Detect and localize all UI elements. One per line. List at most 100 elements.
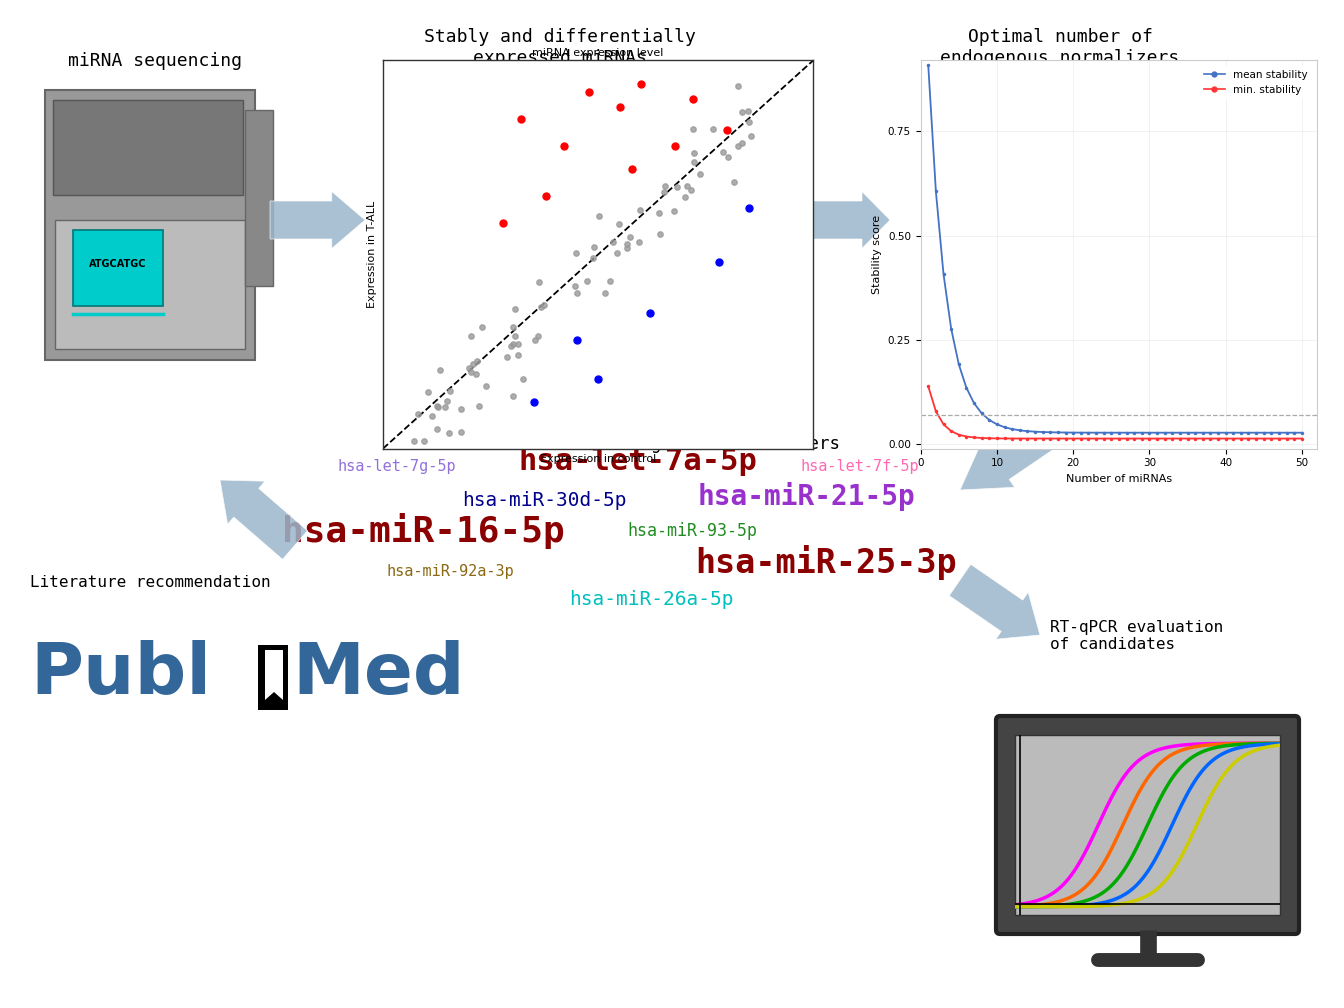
min. stability <box>1241 432 1257 445</box>
mean stability <box>973 407 989 419</box>
mean stability <box>1180 426 1196 438</box>
mean stability <box>1187 426 1203 438</box>
Point <box>731 135 753 151</box>
Point <box>468 398 489 414</box>
min. stability <box>1118 432 1134 445</box>
min. stability <box>1210 432 1226 445</box>
mean stability <box>1218 426 1234 438</box>
Point <box>421 408 442 424</box>
Text: hsa-miR-92a-3p: hsa-miR-92a-3p <box>386 564 515 579</box>
Text: hsa-miR-30d-5p: hsa-miR-30d-5p <box>462 492 626 510</box>
min. stability <box>1157 432 1173 445</box>
mean stability <box>935 268 952 280</box>
min. stability <box>1103 432 1120 445</box>
min. stability <box>1218 432 1234 445</box>
Polygon shape <box>220 480 308 559</box>
FancyBboxPatch shape <box>258 645 288 710</box>
mean stability <box>1278 426 1294 438</box>
min. stability <box>1027 432 1043 445</box>
Point <box>460 328 481 344</box>
min. stability <box>921 380 937 392</box>
Point <box>620 229 641 245</box>
mean stability <box>1226 426 1242 438</box>
min. stability <box>1095 432 1111 445</box>
Text: RT-qPCR evaluation
of candidates: RT-qPCR evaluation of candidates <box>1050 620 1223 652</box>
FancyBboxPatch shape <box>245 110 273 285</box>
mean stability <box>1042 426 1058 438</box>
Point <box>466 353 488 369</box>
Point <box>414 432 435 449</box>
min. stability <box>1058 432 1074 445</box>
Point <box>606 245 628 261</box>
Point <box>667 179 688 196</box>
Point <box>638 304 660 321</box>
Point <box>450 400 472 416</box>
mean stability <box>943 323 960 335</box>
min. stability <box>1126 432 1142 445</box>
Polygon shape <box>949 564 1040 639</box>
mean stability <box>1087 426 1103 438</box>
Point <box>564 278 586 294</box>
FancyBboxPatch shape <box>996 716 1300 934</box>
Point <box>403 432 425 449</box>
Text: hsa-miR-21-5p: hsa-miR-21-5p <box>698 483 915 511</box>
Point <box>617 240 638 256</box>
X-axis label: Expression in control: Expression in control <box>540 455 656 464</box>
Point <box>501 320 523 336</box>
mean stability <box>1195 426 1211 438</box>
mean stability <box>981 414 997 426</box>
Point <box>649 227 671 243</box>
Point <box>712 144 734 160</box>
min. stability <box>966 431 982 444</box>
Point <box>583 239 605 255</box>
Point <box>582 250 603 266</box>
Point <box>512 371 534 387</box>
min. stability <box>1255 432 1271 445</box>
FancyBboxPatch shape <box>73 231 163 306</box>
mean stability <box>996 421 1012 433</box>
Point <box>507 336 528 352</box>
min. stability <box>943 425 960 437</box>
Point <box>579 84 601 100</box>
min. stability <box>1087 432 1103 445</box>
mean stability <box>1019 425 1035 437</box>
min. stability <box>1050 432 1066 445</box>
mean stability <box>1050 426 1066 438</box>
Text: hsa-let-7f-5p: hsa-let-7f-5p <box>801 460 919 474</box>
Point <box>655 177 676 194</box>
mean stability <box>1081 426 1097 438</box>
Point <box>587 371 609 387</box>
Polygon shape <box>265 650 284 700</box>
Point <box>497 349 519 365</box>
Text: hsa-miR-25-3p: hsa-miR-25-3p <box>696 545 957 580</box>
Polygon shape <box>270 192 366 249</box>
min. stability <box>989 432 1005 445</box>
Polygon shape <box>259 645 288 708</box>
mean stability <box>1004 423 1020 435</box>
Point <box>609 216 630 232</box>
mean stability <box>950 358 966 370</box>
Text: Med: Med <box>292 640 465 709</box>
Polygon shape <box>960 399 1081 490</box>
Point <box>407 406 429 422</box>
Point <box>417 384 438 400</box>
Point <box>566 332 587 348</box>
Point <box>727 138 749 154</box>
Point <box>738 200 759 216</box>
Point <box>731 104 753 120</box>
Point <box>509 111 531 127</box>
Point <box>462 356 484 372</box>
mean stability <box>1164 426 1180 438</box>
Point <box>504 301 526 318</box>
Point <box>609 99 630 115</box>
mean stability <box>927 185 943 198</box>
min. stability <box>1012 432 1028 445</box>
X-axis label: Number of miRNAs: Number of miRNAs <box>1066 474 1172 484</box>
Text: hsa-miR-16-5p: hsa-miR-16-5p <box>282 513 564 549</box>
Point <box>681 91 703 107</box>
Text: hsa-miR-26a-5p: hsa-miR-26a-5p <box>570 591 734 609</box>
Point <box>508 348 530 364</box>
Point <box>653 183 675 200</box>
min. stability <box>1064 432 1081 445</box>
Point <box>460 364 481 380</box>
